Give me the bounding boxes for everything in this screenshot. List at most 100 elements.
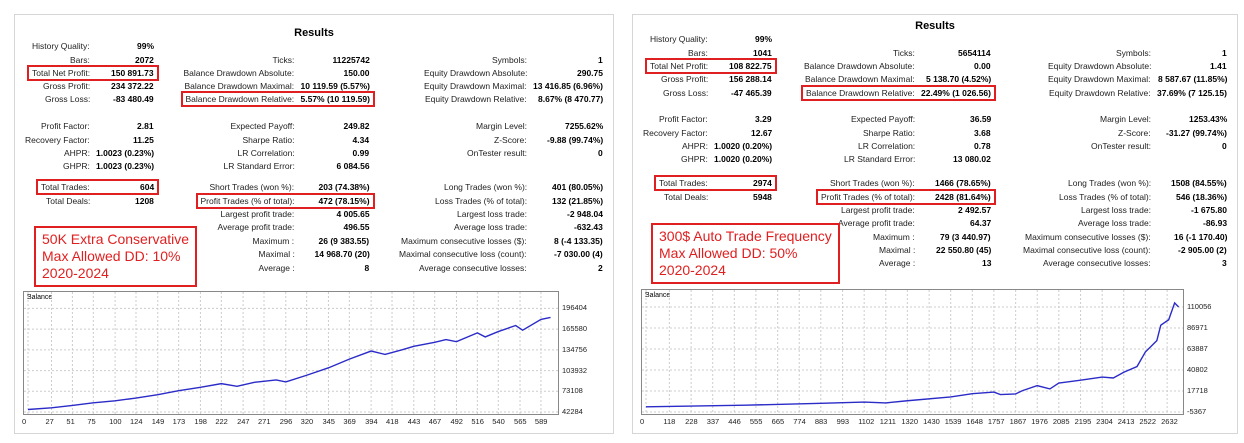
x-tick-label: 446 (728, 417, 741, 426)
stat-value: -2 948.04 (567, 209, 603, 219)
stat-label: Maximal : (258, 249, 295, 259)
stat-value: 150 891.73 (111, 68, 154, 78)
stat-value: 1 (598, 55, 603, 65)
stat-label: Short Trades (won %): (830, 178, 915, 188)
stat-value: 290.75 (577, 68, 603, 78)
stat-label: Loss Trades (% of total): (1059, 192, 1152, 202)
stat-label: History Quality: (650, 34, 708, 44)
stat-value: 0 (1222, 141, 1227, 151)
stat-value: 1.0020 (0.20%) (714, 154, 773, 164)
x-tick-label: 774 (793, 417, 806, 426)
y-tick-label: 196404 (562, 303, 588, 313)
stat-value: 249.82 (343, 121, 370, 131)
stat-value: 108 822.75 (729, 61, 772, 71)
y-tick-label: 110056 (1187, 301, 1212, 311)
stat-value: 604 (140, 182, 155, 192)
stat-value: 5 138.70 (4.52%) (926, 74, 992, 84)
stat-value: 401 (80.05%) (552, 182, 604, 192)
highlight-box (654, 175, 777, 191)
x-tick-label: 394 (365, 417, 378, 426)
stat-value: 0.78 (974, 141, 991, 151)
x-tick-label: 0 (22, 417, 27, 426)
x-tick-label: 222 (215, 417, 228, 426)
stat-value: 5.57% (10 119.59) (300, 94, 370, 104)
stat-label: Maximum : (252, 236, 295, 246)
stat-value: 0 (598, 148, 603, 158)
stat-value: 3 (1222, 258, 1227, 268)
stat-value: 13 416.85 (6.96%) (533, 81, 603, 91)
x-tick-label: 565 (514, 417, 527, 426)
stat-label: Ticks: (272, 55, 295, 65)
stat-value: 13 (982, 258, 992, 268)
stat-value: 1466 (78.65%) (935, 178, 991, 188)
x-tick-label: 540 (492, 417, 505, 426)
stat-value: 3.68 (974, 128, 991, 138)
stat-label: LR Correlation: (237, 148, 295, 158)
x-tick-label: 2522 (1139, 417, 1157, 426)
annotation-line: Max Allowed DD: 50% (659, 245, 798, 261)
stat-label: LR Standard Error: (223, 161, 295, 171)
y-tick-label: 103932 (562, 365, 588, 375)
stat-label: Long Trades (won %): (444, 182, 528, 192)
stat-value: 1508 (84.55%) (1171, 178, 1227, 188)
x-tick-label: 2085 (1052, 417, 1070, 426)
stat-value: 132 (21.85%) (552, 196, 604, 206)
stat-value: 5654114 (958, 48, 991, 58)
chart-plot (24, 292, 558, 414)
stat-value: 8.67% (8 470.77) (538, 94, 604, 104)
stat-label: Average consecutive losses: (419, 263, 527, 273)
stat-label: Maximum : (873, 232, 915, 242)
stat-value: 1208 (135, 196, 154, 206)
stat-label: Largest loss trade: (457, 209, 527, 219)
stat-value: 234 372.22 (111, 81, 154, 91)
stat-label: Balance Drawdown Maximal: (805, 74, 915, 84)
x-tick-label: 1211 (879, 417, 896, 426)
x-tick-label: 492 (450, 417, 463, 426)
stat-label: Average loss trade: (454, 222, 528, 232)
highlight-box (816, 189, 996, 205)
results-title: Results (294, 27, 334, 39)
x-tick-label: 2304 (1096, 417, 1113, 426)
stat-label: Gross Profit: (43, 81, 91, 91)
x-tick-label: 883 (814, 417, 828, 426)
balance-line (645, 301, 1180, 408)
annotation-line: 2020-2024 (659, 262, 726, 278)
stat-value: 11.25 (133, 135, 154, 145)
stat-label: Maximal : (879, 245, 916, 255)
stat-value: -83 480.49 (113, 94, 154, 104)
stat-label: Symbols: (492, 55, 527, 65)
y-tick-label: 63887 (1187, 343, 1208, 353)
balance-chart: Balance 196404 165580 134756 103932 73108 4228… (22, 291, 587, 426)
highlight-box (180, 91, 375, 107)
x-tick-label: 1539 (944, 417, 962, 426)
stat-label: LR Correlation: (858, 141, 916, 151)
stat-value: 0.00 (974, 61, 991, 71)
x-tick-label: 124 (129, 417, 143, 426)
stat-value: 13 080.02 (953, 154, 991, 164)
stat-label: Profit Trades (% of total): (821, 192, 916, 202)
x-tick-label: 369 (343, 417, 356, 426)
stat-label: Total Net Profit: (32, 68, 91, 78)
stat-value: 2072 (135, 55, 154, 65)
stat-label: AHPR: (64, 148, 90, 158)
stat-value: 4.34 (352, 135, 370, 145)
stat-value: 1.0023 (0.23%) (96, 148, 155, 158)
x-tick-label: 228 (685, 417, 698, 426)
stat-label: Total Trades: (41, 182, 90, 192)
stat-value: 1.41 (1210, 61, 1227, 71)
stat-label: Total Deals: (664, 192, 709, 202)
stat-value: 2 (598, 263, 603, 273)
stat-value: 8 587.67 (11.85%) (1158, 74, 1228, 84)
x-tick-label: 173 (172, 417, 186, 426)
stat-value: 4 005.65 (336, 209, 370, 219)
stat-value: 1.0023 (0.23%) (96, 161, 155, 171)
stat-label: Equity Drawdown Maximal: (1048, 74, 1151, 84)
x-tick-label: 51 (66, 417, 75, 426)
x-tick-label: 443 (407, 417, 421, 426)
stat-label: Equity Drawdown Relative: (425, 94, 527, 104)
stat-value: 8 (-4 133.35) (554, 236, 603, 246)
x-tick-label: 665 (771, 417, 785, 426)
stat-label: Z-Score: (1118, 128, 1151, 138)
stat-value: -1 675.80 (1191, 205, 1227, 215)
stat-value: 150.00 (343, 68, 370, 78)
